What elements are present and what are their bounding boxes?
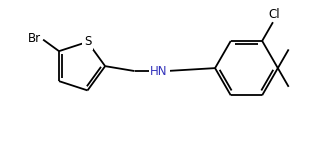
Text: HN: HN <box>150 65 168 78</box>
Text: Cl: Cl <box>268 8 280 21</box>
Text: S: S <box>84 35 91 48</box>
Text: Br: Br <box>28 32 41 45</box>
